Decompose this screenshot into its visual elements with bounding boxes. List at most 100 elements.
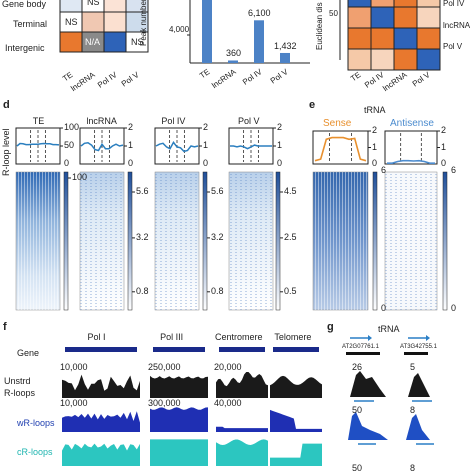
panel-e-heatmaps	[312, 171, 448, 311]
panel-e-antisense-label: Antisense	[390, 118, 434, 129]
panel-d-colorbar	[202, 171, 208, 311]
panel-d-letter: d	[3, 99, 10, 111]
panel-c-colorbar-tick: 50	[329, 9, 338, 18]
panel-a-row-label-2: Intergenic	[5, 43, 45, 53]
panels-d-e	[15, 127, 448, 311]
panel-e-tick-label: 1	[441, 141, 447, 152]
panel-d-colorbar-label: 5.6	[211, 186, 224, 196]
panel-d-tick-label: 1	[277, 140, 283, 150]
panel-g-unstrd-peak	[350, 371, 386, 397]
panel-d-title: lncRNA	[86, 116, 117, 126]
panel-b-data-label: 1,432	[274, 40, 297, 51]
panel-e-tick-label: 2	[372, 125, 378, 135]
panel-f-scale-unstrd: 20,000	[214, 362, 242, 372]
panel-e-tick-label-zero: 0	[441, 158, 447, 168]
panel-d-heatmaps	[15, 171, 283, 311]
panel-g-scale-wr: 8	[410, 405, 416, 415]
panel-f-wr-track	[150, 407, 208, 432]
panel-d-tick-label: 50	[64, 140, 75, 150]
panel-f-cr-track	[62, 443, 140, 466]
panel-f-letter: f	[3, 321, 7, 333]
panel-b-bar	[254, 20, 264, 63]
panel-a-row-label-1: Terminal	[13, 19, 48, 29]
panel-d-title: Pol V	[238, 116, 260, 126]
panel-a-cell	[125, 31, 149, 53]
panel-f-track-rloops: R-loops	[4, 388, 36, 398]
panel-f-wr-track	[270, 409, 322, 432]
panel-g-unstrd-peak	[408, 373, 430, 397]
panel-d-tick-label-zero: 0	[277, 158, 283, 168]
panel-g-scale-unstrd: 26	[352, 362, 363, 372]
panel-d-tick-label: 2	[128, 122, 134, 132]
panel-e-colorbar	[372, 171, 378, 311]
panel-a-heatmap	[59, 0, 149, 53]
panel-f-scale-unstrd: 10,000	[60, 362, 88, 372]
panel-g-gene-id: AT2G07761.1	[342, 344, 379, 350]
panel-d-colorbar-label: 100	[72, 172, 88, 182]
panel-c-row-label: lncRNA	[443, 21, 471, 30]
panel-e-profile-frame	[384, 130, 438, 165]
panel-f-wr-track	[216, 426, 268, 432]
panel-f-cr-track	[216, 439, 268, 466]
panel-e-heatmap-texture	[313, 172, 368, 310]
panel-e-colorbar-label-bottom: 0	[381, 303, 387, 313]
panel-d-profiles	[15, 127, 276, 165]
panel-f-gene-bar	[273, 347, 319, 352]
panel-b-ytick: 4,000	[169, 25, 190, 34]
panel-e-profile-line	[387, 159, 435, 164]
panel-g-scale-unstrd: 5	[410, 362, 416, 372]
panel-a-cell-text: NS	[65, 17, 78, 27]
panel-d-tick-label: 100	[64, 122, 80, 132]
panel-f-region-label: Centromere	[215, 332, 263, 342]
panel-g-letter: g	[327, 321, 334, 333]
panel-e-tick-label: 2	[441, 125, 447, 135]
panel-d-heatmap-texture	[16, 172, 60, 310]
panel-d-profile-line	[80, 142, 124, 152]
panel-g-wr-peak	[406, 414, 430, 440]
panel-d-colorbar-label: 4.5	[284, 186, 297, 196]
panel-f-unstrd-track	[150, 375, 208, 398]
panel-f-unstrd-track	[270, 375, 322, 398]
panel-d-colorbar-label: 5.6	[136, 186, 149, 196]
panel-b-data-label: 6,100	[248, 8, 271, 19]
panel-e-letter: e	[309, 99, 316, 111]
panel-e-tick-label-zero: 0	[372, 158, 378, 168]
panel-e-profiles	[312, 130, 440, 165]
panel-f-tracks	[62, 347, 322, 466]
panel-a-row-label-0: Gene body	[2, 0, 47, 9]
panel-d-colorbar-label: 0.5	[284, 285, 297, 296]
panel-g-gene-id: AT3G42755.1	[400, 344, 437, 350]
panel-g-gene-arrowhead	[368, 335, 372, 341]
panel-f-gene-bar	[219, 347, 265, 352]
panel-f-scale-wr: 10,000	[60, 398, 88, 408]
panel-b-bar	[202, 0, 212, 63]
panel-a-cell-text: NS	[131, 37, 144, 47]
panel-c-row-label: Pol IV	[443, 0, 465, 8]
panel-d-colorbar	[275, 171, 281, 311]
panel-g-scale-cr: 50	[352, 463, 363, 473]
panel-d-tick-label: 2	[277, 122, 283, 132]
panel-d-heatmap-texture	[80, 172, 124, 310]
panel-e-sense-label: Sense	[323, 118, 352, 129]
panel-e-heatmap-texture	[385, 172, 437, 310]
panel-f-track-unstrd: Unstrd	[4, 376, 31, 386]
panel-f-region-label: Telomere	[274, 332, 312, 342]
panel-f-gene-bar	[153, 347, 205, 352]
panel-f-gene-bar	[65, 347, 137, 352]
panel-e-colorbar-label-top: 6	[381, 165, 387, 175]
panel-b-bar	[228, 60, 238, 63]
panel-d-profile-line	[16, 142, 60, 147]
panel-d-colorbar-label: 0.8	[211, 285, 224, 296]
panel-e-tick-label: 1	[372, 141, 378, 152]
panel-f-scale-wr: 300,000	[148, 398, 181, 408]
panel-f-region-label: Pol I	[87, 332, 106, 342]
panel-f-wr-track	[62, 411, 140, 432]
panel-d-tick-label-zero: 0	[203, 158, 209, 168]
panel-f-unstrd-track	[216, 372, 268, 398]
top-row-panels	[59, 0, 441, 71]
panel-d-heatmap-texture	[229, 172, 273, 310]
panel-e-profile-line	[314, 136, 367, 162]
panel-g-scale-cr: 8	[410, 463, 416, 473]
panel-d-tick-label: 1	[128, 140, 134, 150]
